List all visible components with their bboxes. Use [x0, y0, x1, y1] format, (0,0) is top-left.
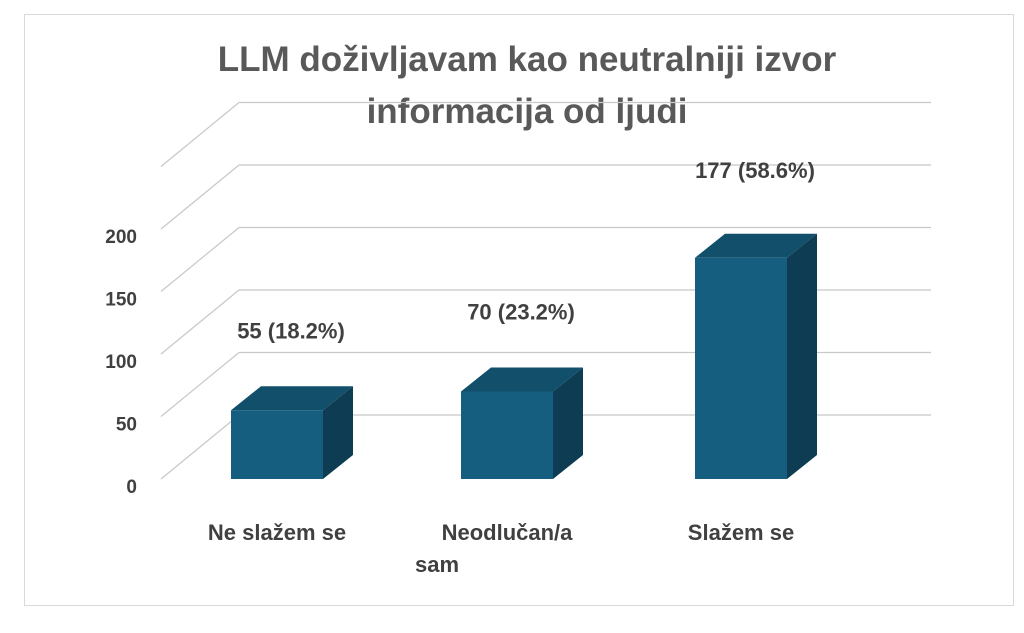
bar-2	[461, 367, 583, 479]
y-tick-label: 200	[105, 227, 137, 248]
category-label-2: Neodlučan/a	[442, 520, 574, 545]
bar-side-face	[787, 233, 817, 479]
gridlines	[160, 101, 931, 480]
category-labels: Ne slažem se Neodlučan/a sam Slažem se	[208, 520, 794, 577]
y-tick-label: 0	[126, 477, 137, 498]
gridline-diagonal-50	[160, 352, 240, 417]
bar-top-face	[461, 367, 583, 392]
bars	[231, 233, 817, 479]
y-axis-ticks: 0 50 100 150 200	[105, 227, 137, 498]
y-tick-label: 50	[116, 415, 137, 436]
bar-top-face	[695, 233, 817, 258]
bar-front-face	[461, 391, 553, 479]
bar-chart: LLM doživljavam kao neutralniji izvor in…	[105, 40, 931, 577]
chart-title: LLM doživljavam kao neutralniji izvor in…	[218, 40, 837, 131]
data-label-2: 70 (23.2%)	[467, 300, 575, 325]
bar-front-face	[695, 257, 787, 479]
chart-title-line-2: informacija od ljudi	[367, 92, 688, 131]
gridline-diagonal-150	[160, 227, 240, 292]
chart-title-line-1: LLM doživljavam kao neutralniji izvor	[218, 40, 837, 79]
bar-1	[231, 386, 353, 479]
bar-3	[695, 233, 817, 479]
bar-front-face	[231, 410, 323, 479]
bar-top-face	[231, 386, 353, 411]
data-label-3: 177 (58.6%)	[695, 158, 815, 183]
data-labels: 55 (18.2%) 70 (23.2%) 177 (58.6%)	[237, 158, 815, 344]
gridline-diagonal-250	[160, 102, 240, 167]
bar-side-face	[323, 386, 353, 479]
category-label-2: sam	[415, 552, 459, 577]
category-label-1: Ne slažem se	[208, 520, 346, 545]
gridline-diagonal-0	[160, 414, 240, 480]
gridline-diagonal-100	[160, 289, 240, 355]
chart-frame: LLM doživljavam kao neutralniji izvor in…	[24, 14, 1014, 606]
category-label-3: Slažem se	[688, 520, 794, 545]
bar-side-face	[553, 367, 583, 479]
data-label-1: 55 (18.2%)	[237, 318, 345, 343]
y-tick-label: 100	[105, 352, 137, 373]
gridline-diagonal-200	[160, 164, 240, 230]
y-tick-label: 150	[105, 290, 137, 311]
